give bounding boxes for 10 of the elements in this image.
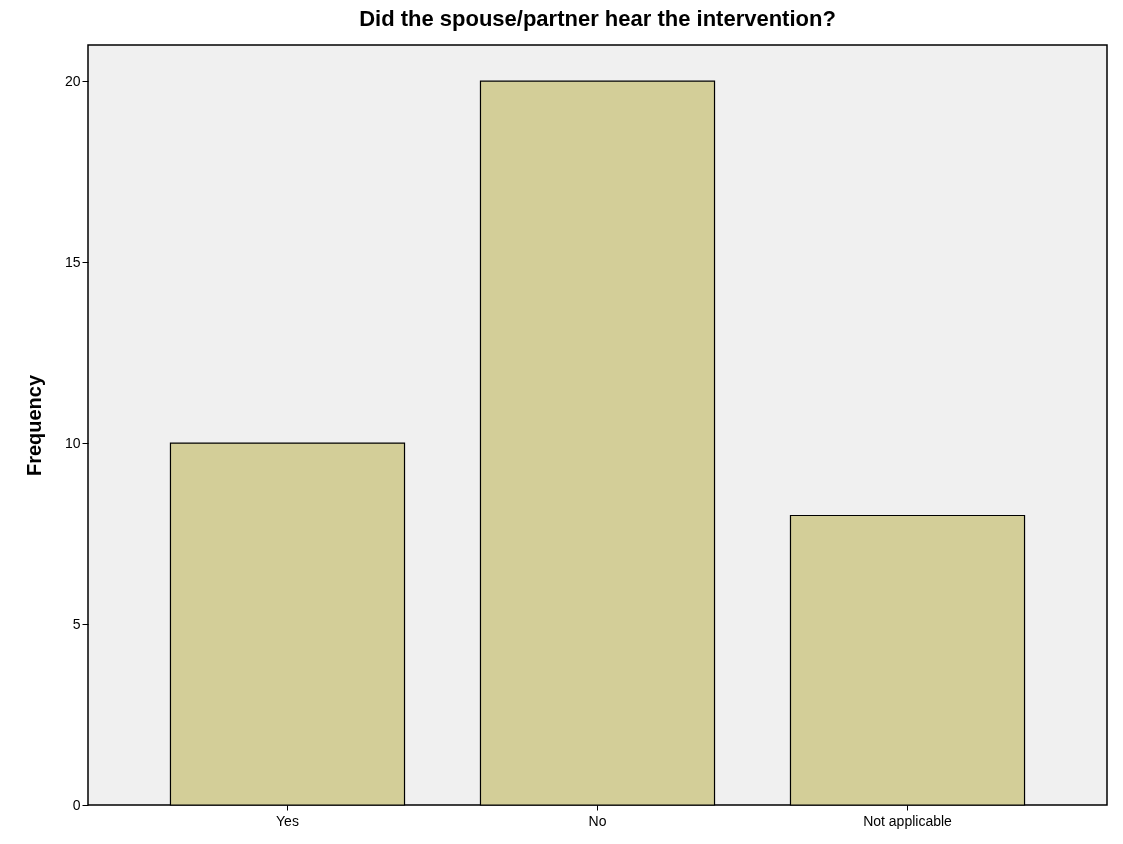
x-tick-label: Yes xyxy=(276,812,299,829)
chart-title: Did the spouse/partner hear the intervention? xyxy=(359,6,836,31)
y-tick-label: 20 xyxy=(64,72,81,89)
x-tick-label: Not applicable xyxy=(863,812,953,829)
y-tick-label: 10 xyxy=(64,434,81,451)
x-tick-label: No xyxy=(588,812,607,829)
y-tick-label: 5 xyxy=(72,615,81,632)
y-tick-label: 15 xyxy=(64,253,81,270)
y-axis-title: Frequency xyxy=(22,374,45,477)
y-tick-label: 0 xyxy=(72,796,81,813)
